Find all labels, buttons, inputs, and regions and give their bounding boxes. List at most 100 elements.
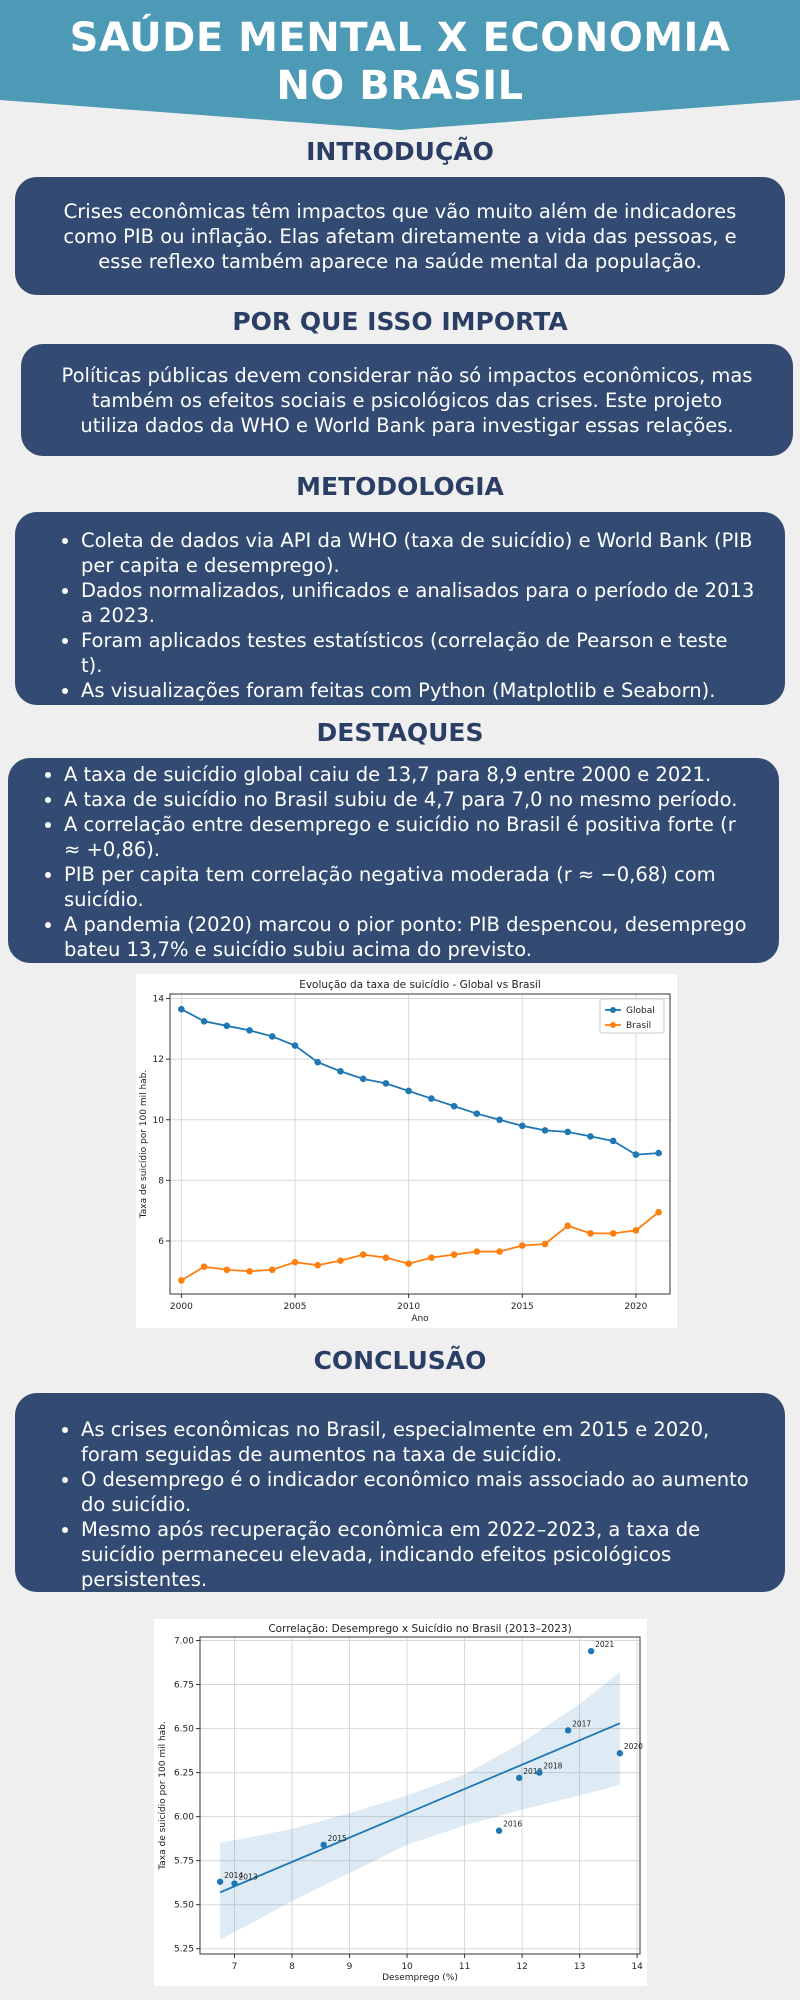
data-point — [536, 1769, 543, 1776]
x-tick-label: 2005 — [284, 1302, 307, 1312]
method-item: Dados normalizados, unificados e analisa… — [81, 578, 755, 628]
data-point-brasil — [496, 1248, 503, 1255]
method-item: Coleta de dados via API da WHO (taxa de … — [81, 528, 755, 578]
method-list: Coleta de dados via API da WHO (taxa de … — [45, 528, 755, 703]
point-label: 2016 — [503, 1820, 522, 1829]
x-tick-label: 10 — [401, 1962, 413, 1972]
data-point-global — [246, 1027, 253, 1034]
highlights-card: A taxa de suicídio global caiu de 13,7 p… — [8, 758, 779, 963]
data-point-brasil — [223, 1266, 231, 1274]
data-point — [616, 1750, 624, 1757]
data-point-global — [382, 1080, 390, 1087]
point-label: 2014 — [224, 1871, 243, 1880]
data-point-global — [473, 1110, 481, 1117]
why-heading: POR QUE ISSO IMPORTA — [232, 307, 568, 336]
point-label: 2019 — [523, 1767, 542, 1776]
data-point-brasil — [450, 1251, 458, 1258]
conclusion-card: As crises econômicas no Brasil, especial… — [15, 1393, 785, 1592]
header-banner — [0, 0, 800, 130]
data-point-global — [428, 1095, 435, 1102]
data-point-brasil — [268, 1266, 276, 1274]
highlight-item: PIB per capita tem correlação negativa m… — [64, 862, 753, 912]
y-tick-label: 10 — [153, 1116, 165, 1126]
confidence-band — [220, 1672, 620, 1940]
x-tick-label: 2020 — [624, 1302, 647, 1312]
point-label: 2020 — [624, 1742, 643, 1751]
data-point-global — [178, 1005, 185, 1013]
why-card: Políticas públicas devem considerar não … — [21, 344, 793, 456]
data-point-brasil — [382, 1254, 390, 1261]
correlation-chart: 7 8 9 10 11 12 13 14 5.25 5.50 5.75 6.00 6.25 6.50 6.7… — [154, 1619, 647, 1986]
data-point-brasil — [473, 1248, 481, 1255]
suicide-trend-chart: 2000 2005 2010 2015 2020 6 8 10 12 14 Evolução da … — [136, 974, 677, 1328]
conclusion-item: O desemprego é o indicador econômico mai… — [81, 1467, 755, 1517]
conclusion-list: As crises econômicas no Brasil, especial… — [45, 1417, 755, 1592]
conclusion-item: Mesmo após recuperação econômica em 2022… — [81, 1517, 755, 1592]
x-tick-label: 12 — [516, 1962, 527, 1972]
x-tick-label: 14 — [631, 1962, 643, 1972]
highlights-list: A taxa de suicídio global caiu de 13,7 p… — [28, 762, 753, 962]
legend-label: Brasil — [626, 1021, 651, 1031]
x-tick-label: 9 — [347, 1962, 353, 1972]
line-chart-svg: 2000 2005 2010 2015 2020 6 8 10 12 14 Evolução da … — [139, 979, 671, 1324]
page-header: SAÚDE MENTAL X ECONOMIA NO BRASIL — [0, 0, 800, 130]
x-axis-label: Desemprego (%) — [382, 1973, 458, 1983]
data-point-brasil — [564, 1222, 572, 1230]
x-tick-label: 7 — [232, 1962, 238, 1972]
point-label: 2017 — [572, 1719, 591, 1728]
y-tick-label: 5.50 — [174, 1901, 194, 1911]
y-tick-label: 5.75 — [174, 1857, 194, 1867]
data-point-brasil — [632, 1227, 640, 1234]
highlight-item: A pandemia (2020) marcou o pior ponto: P… — [64, 912, 753, 962]
y-tick-label: 7.00 — [174, 1637, 194, 1647]
data-point-global — [200, 1017, 208, 1025]
data-point-global — [564, 1128, 572, 1136]
x-axis-label: Ano — [411, 1314, 429, 1324]
data-point-global — [541, 1127, 549, 1134]
data-point-brasil — [405, 1260, 412, 1267]
legend-label: Global — [626, 1006, 655, 1016]
data-point-brasil — [200, 1263, 208, 1271]
data-point — [564, 1727, 572, 1734]
data-point-brasil — [337, 1257, 344, 1264]
x-tick-label: 8 — [289, 1962, 295, 1972]
regression-line — [219, 1722, 621, 1894]
legend-marker — [610, 1022, 616, 1028]
scatter-chart-svg: 7 8 9 10 11 12 13 14 5.25 5.50 5.75 6.00 6.25 6.50 6.7… — [158, 1623, 643, 1983]
data-point — [216, 1878, 224, 1885]
chart-title: Correlação: Desemprego x Suicídio no Bra… — [268, 1623, 571, 1635]
x-tick-label: 2010 — [397, 1302, 420, 1312]
method-heading: METODOLOGIA — [296, 472, 504, 501]
y-tick-label: 6 — [158, 1237, 164, 1247]
data-point-brasil — [541, 1240, 549, 1248]
data-point-global — [314, 1058, 322, 1066]
data-point-brasil — [359, 1251, 367, 1258]
highlight-item: A correlação entre desemprego e suicídio… — [64, 812, 753, 862]
data-point-global — [609, 1137, 617, 1145]
point-label: 2015 — [328, 1834, 347, 1843]
x-tick-label: 13 — [574, 1962, 585, 1972]
data-point-global — [655, 1149, 662, 1157]
intro-text: Crises econômicas têm impactos que vão m… — [63, 199, 737, 273]
data-point-brasil — [178, 1277, 185, 1284]
data-point-global — [405, 1087, 412, 1095]
plot-frame — [199, 1636, 641, 1955]
data-point — [516, 1774, 523, 1782]
highlight-item: A taxa de suicídio global caiu de 13,7 p… — [64, 762, 753, 787]
data-point-global — [359, 1075, 367, 1083]
data-point — [587, 1647, 595, 1655]
y-tick-label: 8 — [158, 1176, 164, 1186]
point-label: 2018 — [543, 1762, 562, 1771]
data-point — [320, 1841, 327, 1849]
y-tick-label: 6.75 — [174, 1681, 194, 1691]
data-point-global — [518, 1122, 526, 1130]
data-point-brasil — [246, 1267, 253, 1275]
intro-card: Crises econômicas têm impactos que vão m… — [15, 177, 785, 295]
y-tick-label: 5.25 — [174, 1945, 194, 1955]
method-item: Foram aplicados testes estatísticos (cor… — [81, 628, 755, 678]
plot-frame — [169, 993, 671, 1295]
highlights-heading: DESTAQUES — [316, 718, 484, 747]
y-tick-label: 14 — [153, 995, 165, 1005]
data-point-brasil — [428, 1254, 435, 1261]
y-axis-label: Taxa de suicídio por 100 mil hab. — [139, 1070, 149, 1220]
